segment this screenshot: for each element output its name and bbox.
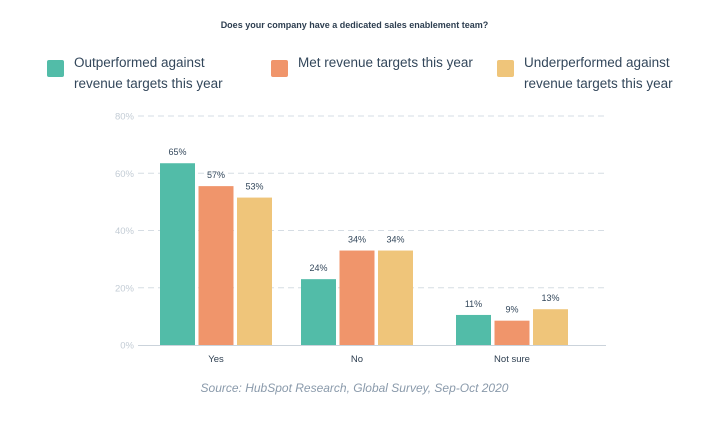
y-tick-label: 60% [115, 169, 135, 180]
data-label: 53% [245, 182, 263, 192]
bar [533, 309, 568, 345]
y-tick-label: 20% [115, 283, 135, 294]
bar [378, 250, 413, 345]
legend-label-underperformed: Underperformed against revenue targets t… [524, 55, 673, 91]
legend-item-underperformed: Underperformed against revenue targets t… [497, 52, 673, 94]
legend-label-met: Met revenue targets this year [298, 55, 473, 70]
legend-swatch-underperformed [497, 60, 514, 77]
y-tick-label: 0% [120, 341, 134, 352]
legend: Outperformed against revenue targets thi… [0, 52, 709, 92]
data-label: 11% [465, 299, 482, 309]
data-label: 34% [348, 235, 366, 245]
legend-swatch-met [271, 60, 288, 77]
legend-item-met: Met revenue targets this year [271, 52, 473, 77]
data-label: 57% [207, 170, 225, 180]
y-tick-label: 40% [115, 226, 135, 237]
data-label: 34% [386, 235, 404, 245]
data-label: 9% [505, 305, 518, 315]
data-label: 13% [541, 293, 559, 303]
legend-item-outperformed: Outperformed against revenue targets thi… [47, 52, 223, 94]
y-tick-label: 80% [115, 112, 135, 123]
bar [339, 250, 375, 345]
data-label: 65% [168, 147, 186, 157]
bar [237, 197, 272, 345]
bar [456, 314, 491, 345]
chart-title: Does your company have a dedicated sales… [220, 20, 489, 30]
bar [494, 320, 530, 345]
bar [301, 279, 336, 345]
legend-label-outperformed: Outperformed against revenue targets thi… [74, 55, 223, 91]
legend-swatch-outperformed [47, 60, 64, 77]
bar [198, 186, 234, 345]
data-label: 24% [309, 263, 327, 273]
x-tick-label: No [351, 354, 363, 365]
bar [160, 163, 195, 345]
x-tick-label: Not sure [494, 354, 530, 365]
x-tick-label: Yes [208, 354, 224, 365]
source-note: Source: HubSpot Research, Global Survey,… [200, 381, 509, 395]
